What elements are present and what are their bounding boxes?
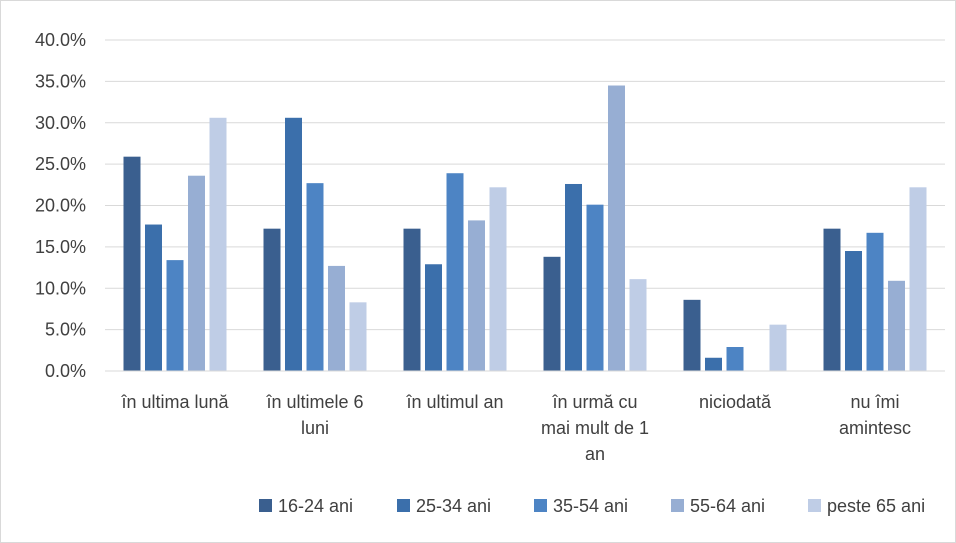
y-tick-label: 15.0% [35, 237, 86, 257]
bars [105, 85, 945, 372]
x-tick-label: în ultimele 6 [265, 392, 363, 412]
bar [845, 251, 862, 371]
legend-label: 35-54 ani [553, 496, 628, 516]
bar [306, 183, 324, 371]
x-tick-label: niciodată [699, 392, 772, 412]
legend-swatch [259, 499, 272, 512]
bar [209, 117, 227, 371]
bar [285, 117, 302, 371]
x-tick-label: în urmă cu [551, 392, 637, 412]
bar [705, 357, 722, 371]
bar [468, 220, 485, 371]
bar [123, 156, 141, 371]
x-tick-label: nu îmi [850, 392, 899, 412]
bar [683, 299, 701, 371]
legend: 16-24 ani 25-34 ani 35-54 ani 55-64 ani pest… [259, 496, 925, 516]
legend-label: 55-64 ani [690, 496, 765, 516]
bar [166, 260, 184, 371]
x-tick-label: în ultima lună [120, 392, 229, 412]
legend-label: 16-24 ani [278, 496, 353, 516]
y-tick-label: 5.0% [45, 320, 86, 340]
y-axis-ticks: 0.0% 5.0% 10.0% 15.0% 20.0% 25.0% 30.0% 35.0% 40… [35, 30, 86, 381]
bar [489, 187, 507, 371]
bar [328, 265, 345, 371]
legend-label: peste 65 ani [827, 496, 925, 516]
bar [726, 347, 744, 371]
bar [446, 173, 464, 371]
legend-label: 25-34 ani [416, 496, 491, 516]
bar [608, 85, 625, 371]
bar [629, 279, 647, 371]
bar [403, 228, 421, 371]
bar [543, 256, 561, 371]
y-tick-label: 25.0% [35, 154, 86, 174]
y-tick-label: 20.0% [35, 196, 86, 216]
legend-swatch [534, 499, 547, 512]
x-tick-label: luni [301, 418, 329, 438]
x-tick-label: an [585, 444, 605, 464]
y-tick-label: 10.0% [35, 278, 86, 298]
bar [565, 183, 582, 371]
bar [866, 232, 884, 371]
bar [263, 228, 281, 371]
legend-swatch [671, 499, 684, 512]
legend-swatch [808, 499, 821, 512]
bar [586, 204, 604, 371]
bar [823, 228, 841, 371]
legend-swatch [397, 499, 410, 512]
bar [188, 175, 205, 371]
category-labels: în ultima lună în ultimele 6 luni în ultimu… [120, 392, 911, 464]
x-tick-label: mai mult de 1 [541, 418, 649, 438]
gridlines [105, 39, 945, 372]
x-tick-label: amintesc [839, 418, 911, 438]
bar [145, 224, 162, 371]
bar [349, 302, 367, 371]
bar [909, 187, 927, 371]
bar [769, 324, 787, 371]
y-tick-label: 30.0% [35, 113, 86, 133]
y-tick-label: 0.0% [45, 361, 86, 381]
y-tick-label: 40.0% [35, 30, 86, 50]
bar [425, 264, 442, 371]
bar [888, 280, 905, 371]
x-tick-label: în ultimul an [405, 392, 503, 412]
y-tick-label: 35.0% [35, 71, 86, 91]
